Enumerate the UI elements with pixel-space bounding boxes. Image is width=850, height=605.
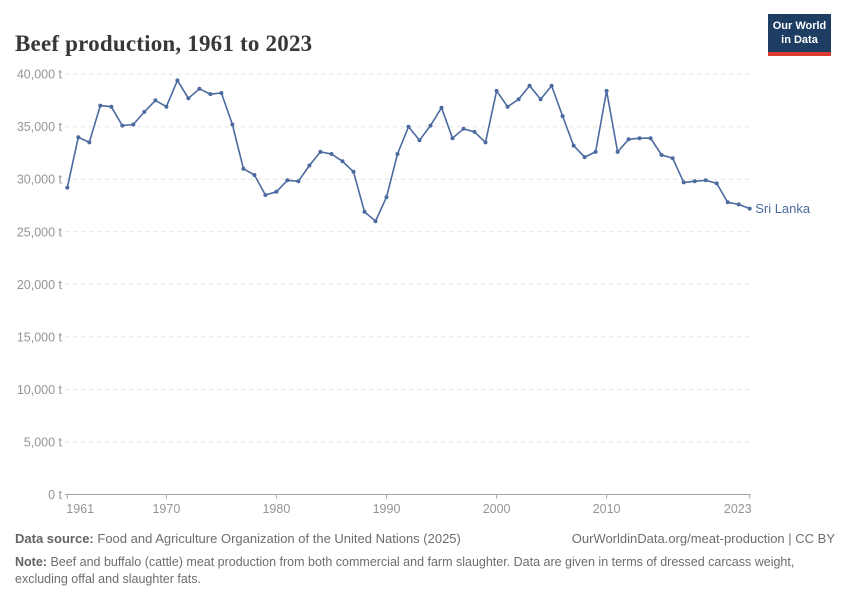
data-point[interactable] [373, 219, 378, 224]
data-point[interactable] [120, 123, 125, 128]
data-point[interactable] [263, 193, 268, 197]
data-point[interactable] [131, 122, 136, 127]
data-point[interactable] [274, 189, 279, 194]
data-point[interactable] [494, 88, 499, 93]
y-axis-tick-label: 20,000 t [17, 278, 63, 292]
data-point[interactable] [538, 97, 543, 102]
data-point[interactable] [549, 83, 554, 88]
data-point[interactable] [571, 143, 576, 148]
data-point[interactable] [87, 140, 92, 145]
y-axis-tick-label: 15,000 t [17, 330, 63, 344]
data-source-line: Data source: Food and Agriculture Organi… [15, 531, 461, 548]
x-axis-tick-label: 1961 [66, 502, 94, 516]
data-point[interactable] [637, 136, 642, 141]
x-axis-tick-label: 1990 [373, 502, 401, 516]
data-point[interactable] [307, 163, 312, 168]
data-point[interactable] [197, 86, 202, 91]
x-axis-tick-label: 1980 [262, 502, 290, 516]
data-point[interactable] [417, 138, 422, 143]
y-axis-tick-label: 5,000 t [24, 435, 63, 449]
data-source-label: Data source: [15, 531, 94, 546]
series-label[interactable]: Sri Lanka [755, 201, 811, 216]
note-text: Beef and buffalo (cattle) meat productio… [15, 554, 795, 587]
owid-logo[interactable]: Our World in Data [768, 14, 831, 56]
data-source-text: Food and Agriculture Organization of the… [97, 531, 461, 546]
data-point[interactable] [461, 126, 466, 131]
data-point[interactable] [406, 124, 411, 129]
data-point[interactable] [736, 202, 741, 207]
data-point[interactable] [560, 114, 565, 119]
data-point[interactable] [142, 109, 147, 114]
data-point[interactable] [615, 149, 620, 154]
data-point[interactable] [747, 206, 752, 211]
data-point[interactable] [241, 166, 246, 171]
x-axis-tick-label: 1970 [152, 502, 180, 516]
data-point[interactable] [483, 140, 488, 145]
x-axis-tick-label: 2023 [724, 502, 752, 516]
data-point[interactable] [76, 135, 81, 140]
data-point[interactable] [692, 179, 697, 184]
y-axis-tick-label: 25,000 t [17, 225, 63, 239]
data-point[interactable] [285, 178, 290, 183]
note-label: Note: [15, 554, 47, 569]
data-point[interactable] [527, 83, 532, 88]
y-axis-tick-label: 10,000 t [17, 383, 63, 397]
data-point[interactable] [296, 179, 301, 184]
data-point[interactable] [714, 181, 719, 186]
note-line: Note: Beef and buffalo (cattle) meat pro… [15, 554, 835, 589]
data-point[interactable] [318, 149, 323, 154]
credit-link[interactable]: OurWorldinData.org/meat-production | CC … [571, 531, 835, 546]
data-point[interactable] [351, 169, 356, 174]
data-point[interactable] [329, 152, 334, 156]
data-point[interactable] [516, 97, 521, 102]
data-point[interactable] [593, 149, 598, 154]
data-point[interactable] [384, 195, 389, 200]
data-point[interactable] [164, 104, 169, 109]
data-point[interactable] [505, 104, 510, 109]
data-point[interactable] [395, 152, 400, 156]
y-axis-tick-label: 30,000 t [17, 173, 63, 187]
data-point[interactable] [362, 209, 367, 214]
data-point[interactable] [626, 137, 631, 142]
x-axis-tick-label: 2000 [483, 502, 511, 516]
y-axis-tick-label: 40,000 t [17, 68, 63, 82]
data-point[interactable] [65, 185, 70, 190]
data-point[interactable] [670, 156, 675, 161]
chart-footer: Data source: Food and Agriculture Organi… [15, 531, 835, 588]
data-point[interactable] [252, 173, 257, 177]
data-point[interactable] [208, 92, 213, 97]
data-point[interactable] [153, 98, 158, 103]
data-point[interactable] [659, 153, 664, 157]
owid-logo-text: Our World in Data [768, 14, 831, 52]
data-point[interactable] [98, 103, 103, 108]
data-point[interactable] [725, 200, 730, 205]
data-point[interactable] [648, 136, 653, 141]
data-point[interactable] [219, 91, 224, 95]
y-axis-tick-label: 35,000 t [17, 120, 63, 134]
data-point[interactable] [428, 123, 433, 128]
data-point[interactable] [230, 122, 235, 127]
data-point[interactable] [340, 159, 345, 164]
y-axis-tick-label: 0 t [48, 488, 62, 502]
owid-logo-underline [768, 51, 831, 56]
data-point[interactable] [186, 96, 191, 101]
data-point[interactable] [703, 178, 708, 183]
data-point[interactable] [681, 180, 686, 185]
data-point[interactable] [450, 136, 455, 141]
x-axis-tick-label: 2010 [593, 502, 621, 516]
data-point[interactable] [175, 78, 180, 83]
data-point[interactable] [109, 104, 114, 109]
data-point[interactable] [604, 88, 609, 93]
data-point[interactable] [582, 155, 587, 160]
data-point[interactable] [439, 105, 444, 110]
data-line[interactable] [66, 79, 751, 222]
data-point[interactable] [472, 129, 477, 134]
page-title: Beef production, 1961 to 2023 [15, 31, 313, 57]
